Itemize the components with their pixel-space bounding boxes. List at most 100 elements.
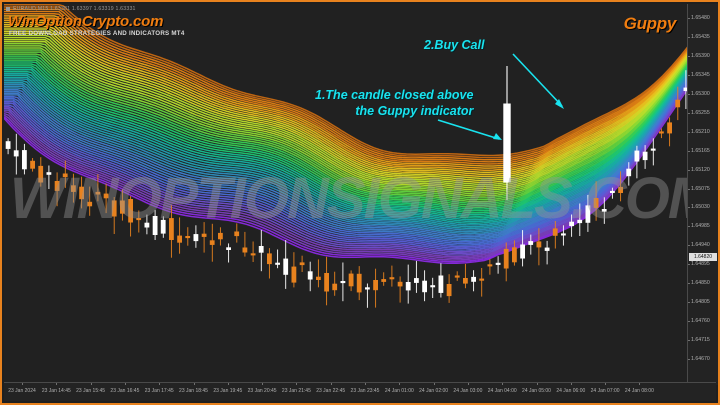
time-axis-label: 23 Jan 21:45 — [281, 388, 311, 394]
guppy-ma-line — [4, 6, 690, 159]
time-axis-tick — [124, 383, 126, 385]
time-axis-tick — [433, 383, 435, 385]
candle-body — [462, 277, 468, 284]
current-price-tag: 1.64820 — [689, 252, 717, 261]
guppy-ma-line — [4, 26, 690, 178]
price-axis-tick — [688, 36, 690, 38]
candle-body — [87, 201, 93, 207]
candle-body — [226, 247, 231, 251]
chart-plot-area[interactable] — [4, 4, 690, 385]
time-axis-label: 24 Jan 06:00 — [556, 388, 586, 394]
guppy-ma-line — [4, 21, 690, 174]
candle-body — [454, 275, 460, 278]
guppy-ma-line — [4, 64, 690, 219]
guppy-ma-line — [4, 60, 690, 210]
time-axis-label: 24 Jan 01:00 — [384, 388, 414, 394]
candle-body — [30, 160, 35, 169]
price-axis-tick — [688, 18, 690, 19]
time-axis-tick — [399, 383, 401, 385]
guppy-ma-line — [4, 23, 690, 176]
guppy-ma-line — [4, 45, 690, 195]
candle-body — [136, 218, 142, 221]
annotation-candle-line1: 1.The candle closed above — [315, 88, 474, 102]
guppy-ma-line — [4, 70, 690, 233]
price-axis-label: 1.64670 — [691, 356, 710, 362]
price-axis-label: 1.64850 — [691, 280, 710, 287]
price-axis[interactable]: 1.65480 1.65435 1.65390 1.65345 1.65300 1.652… — [687, 4, 718, 385]
candle-body — [560, 233, 566, 236]
price-axis-tick — [688, 93, 690, 95]
guppy-ma-line — [4, 75, 690, 243]
price-axis-label: 1.65390 — [691, 52, 710, 59]
brand-logo[interactable]: WinOptionCrypto.com — [8, 13, 164, 30]
candle-body — [446, 283, 452, 297]
price-axis-label: 1.64895 — [691, 261, 710, 268]
guppy-ma-line — [4, 77, 690, 248]
candle-body — [511, 247, 517, 263]
time-axis-label: 23 Jan 20:45 — [247, 388, 277, 394]
candle-body — [585, 205, 591, 223]
price-axis-label: 1.65120 — [691, 166, 710, 173]
candle-body — [5, 141, 11, 149]
candle-body — [291, 266, 297, 283]
candle-body — [71, 185, 76, 192]
candle-body — [209, 240, 215, 245]
guppy-ma-line — [4, 67, 690, 226]
guppy-ma-line — [4, 38, 690, 190]
price-axis-tick — [688, 74, 690, 76]
brand-tagline: FREE DOWNLOAD STRATEGIES AND INDICATORS … — [9, 30, 185, 37]
guppy-ma-line — [4, 19, 690, 171]
symbol-info-bar: EURAUD,M15 1.63381 1.63397 1.63319 1.633… — [6, 4, 136, 13]
candle-body — [634, 150, 640, 162]
guppy-ma-line — [4, 74, 690, 241]
signal-candle-body[interactable] — [503, 103, 511, 183]
time-axis-tick — [159, 383, 161, 385]
guppy-ma-line — [4, 59, 690, 208]
candle-body — [234, 231, 240, 237]
candle-body — [324, 272, 329, 292]
time-axis-tick — [56, 383, 58, 385]
guppy-ma-line — [4, 78, 690, 250]
price-axis-label: 1.64805 — [691, 299, 710, 306]
guppy-ma-line — [4, 85, 690, 265]
price-axis-tick — [688, 226, 690, 228]
price-axis-tick — [688, 359, 690, 360]
candle-body — [218, 232, 223, 240]
annotation-candle-line2: the Guppy indicator — [355, 103, 474, 118]
time-axis-label: 23 Jan 2024 — [8, 388, 36, 394]
candle-body — [193, 234, 199, 242]
guppy-ma-line — [4, 68, 690, 230]
candle-body — [405, 281, 411, 291]
time-axis-tick — [193, 383, 195, 385]
price-axis-label: 1.64760 — [691, 318, 710, 325]
time-axis-tick — [330, 383, 332, 385]
time-axis[interactable]: 23 Jan 2024 23 Jan 14:45 23 Jan 15:45 23 Ja… — [4, 382, 716, 401]
candle-body — [128, 199, 133, 223]
candle-body — [13, 150, 19, 157]
time-axis-label: 23 Jan 23:45 — [350, 388, 380, 394]
symbol-info-text: EURAUD,M15 1.63381 1.63397 1.63319 1.633… — [13, 5, 136, 12]
candle-body — [177, 235, 182, 243]
time-axis-label: 24 Jan 02:00 — [419, 388, 449, 394]
candle-body — [340, 280, 346, 284]
candle-body — [381, 279, 387, 282]
candle-body — [577, 219, 583, 224]
candle-body — [46, 172, 52, 175]
price-axis-label: 1.65255 — [691, 109, 710, 116]
time-axis-label: 23 Jan 16:45 — [110, 388, 140, 394]
guppy-ma-line — [4, 63, 690, 217]
candle-body — [593, 198, 599, 208]
time-axis-tick — [22, 383, 23, 385]
candle-body — [54, 181, 60, 191]
guppy-ma-line — [4, 28, 690, 180]
time-axis-tick — [365, 383, 366, 385]
time-axis-tick — [90, 383, 92, 385]
candle-body — [667, 122, 672, 134]
candle-body — [650, 148, 656, 151]
guppy-ma-line — [4, 57, 690, 207]
candle-body — [307, 271, 313, 280]
candle-body — [103, 193, 109, 199]
time-axis-label: 24 Jan 05:00 — [522, 388, 551, 394]
guppy-ma-line — [4, 80, 690, 255]
guppy-ma-line — [4, 15, 690, 167]
